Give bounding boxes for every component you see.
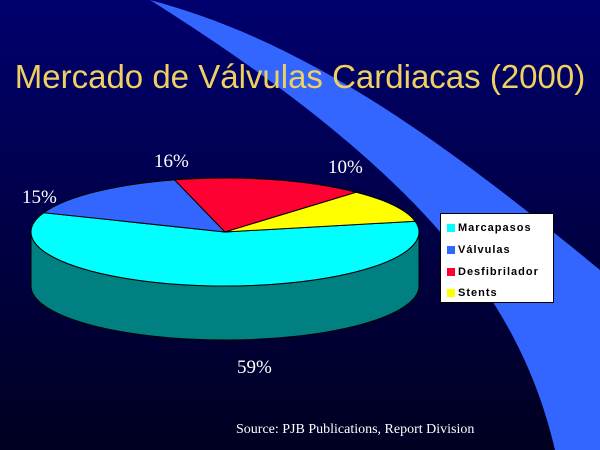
legend-item-stents: Stents [447,286,498,300]
legend-label: Desfibrilador [458,266,539,278]
legend-label: Marcapasos [458,222,532,234]
pie-slice-stents [224,191,417,233]
legend-label: Stents [458,287,498,299]
slide-title: Mercado de Válvulas Cardiacas (2000) [14,58,586,95]
legend-item-desfibrilador: Desfibrilador [447,265,539,279]
data-label-marcapasos: 59% [237,357,272,378]
legend-item-marcapasos: Marcapasos [447,221,532,235]
legend-swatch [447,268,455,276]
pie-slice-marcapasos [30,212,420,287]
legend-swatch [447,224,455,232]
pie-slice-valvulas [42,179,227,233]
data-label-valvulas: 15% [22,187,57,208]
data-label-stents: 10% [328,157,363,178]
legend-swatch [447,289,455,297]
legend-swatch [447,246,455,254]
legend-label: Válvulas [458,244,511,256]
legend-item-valvulas: Válvulas [447,243,511,257]
pie-slice-desfibrilador [173,177,359,233]
source-note: Source: PJB Publications, Report Divisio… [236,422,475,437]
data-label-desfibrilador: 16% [154,151,189,172]
chart-legend: Marcapasos Válvulas Desfibrilador Stents [440,213,554,303]
